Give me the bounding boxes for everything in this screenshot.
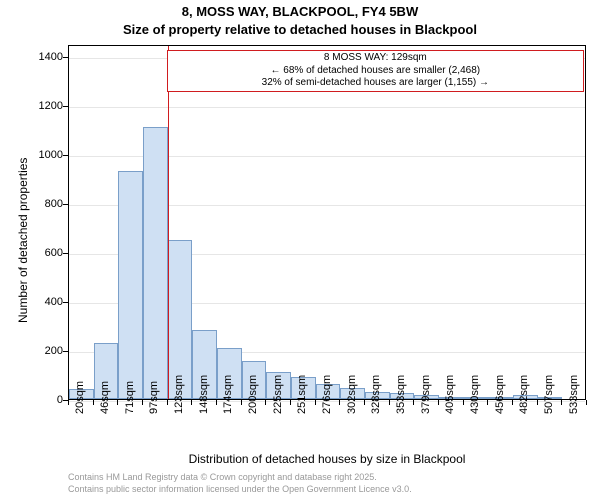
property-marker-line <box>168 46 169 399</box>
x-tick <box>438 400 439 405</box>
callout-line: ← 68% of detached houses are smaller (2,… <box>172 65 579 78</box>
y-tick-label: 400 <box>23 296 63 308</box>
y-tick-label: 0 <box>23 394 63 406</box>
x-tick <box>142 400 143 405</box>
y-tick-label: 1400 <box>23 51 63 63</box>
x-tick <box>93 400 94 405</box>
y-tick-label: 200 <box>23 345 63 357</box>
x-tick <box>561 400 562 405</box>
x-tick <box>167 400 168 405</box>
x-tick <box>512 400 513 405</box>
y-tick-label: 800 <box>23 198 63 210</box>
chart-title: 8, MOSS WAY, BLACKPOOL, FY4 5BW <box>0 4 600 19</box>
histogram-bar <box>118 171 143 399</box>
x-tick <box>191 400 192 405</box>
x-tick <box>537 400 538 405</box>
chart-subtitle: Size of property relative to detached ho… <box>0 22 600 37</box>
x-tick <box>413 400 414 405</box>
y-tick <box>63 106 68 107</box>
x-tick <box>241 400 242 405</box>
x-tick <box>117 400 118 405</box>
y-tick-label: 1200 <box>23 100 63 112</box>
plot-area <box>68 45 586 400</box>
x-tick <box>364 400 365 405</box>
x-tick <box>315 400 316 405</box>
x-tick <box>487 400 488 405</box>
property-callout: 8 MOSS WAY: 129sqm← 68% of detached hous… <box>167 50 584 92</box>
callout-line: 32% of semi-detached houses are larger (… <box>172 77 579 90</box>
x-tick <box>586 400 587 405</box>
y-tick <box>63 204 68 205</box>
y-tick <box>63 155 68 156</box>
callout-line: 8 MOSS WAY: 129sqm <box>172 52 579 65</box>
y-tick-label: 600 <box>23 247 63 259</box>
footer-line-2: Contains public sector information licen… <box>68 484 412 495</box>
x-tick <box>339 400 340 405</box>
x-tick <box>389 400 390 405</box>
y-tick <box>63 302 68 303</box>
chart-container: 8, MOSS WAY, BLACKPOOL, FY4 5BW Size of … <box>0 0 600 500</box>
y-tick <box>63 57 68 58</box>
x-tick <box>265 400 266 405</box>
x-tick <box>463 400 464 405</box>
x-tick <box>216 400 217 405</box>
gridline <box>69 107 585 108</box>
x-tick <box>68 400 69 405</box>
histogram-bar <box>143 127 168 399</box>
y-tick <box>63 351 68 352</box>
x-axis-label: Distribution of detached houses by size … <box>68 452 586 466</box>
x-tick <box>290 400 291 405</box>
footer-line-1: Contains HM Land Registry data © Crown c… <box>68 472 377 483</box>
y-tick-label: 1000 <box>23 149 63 161</box>
y-tick <box>63 253 68 254</box>
